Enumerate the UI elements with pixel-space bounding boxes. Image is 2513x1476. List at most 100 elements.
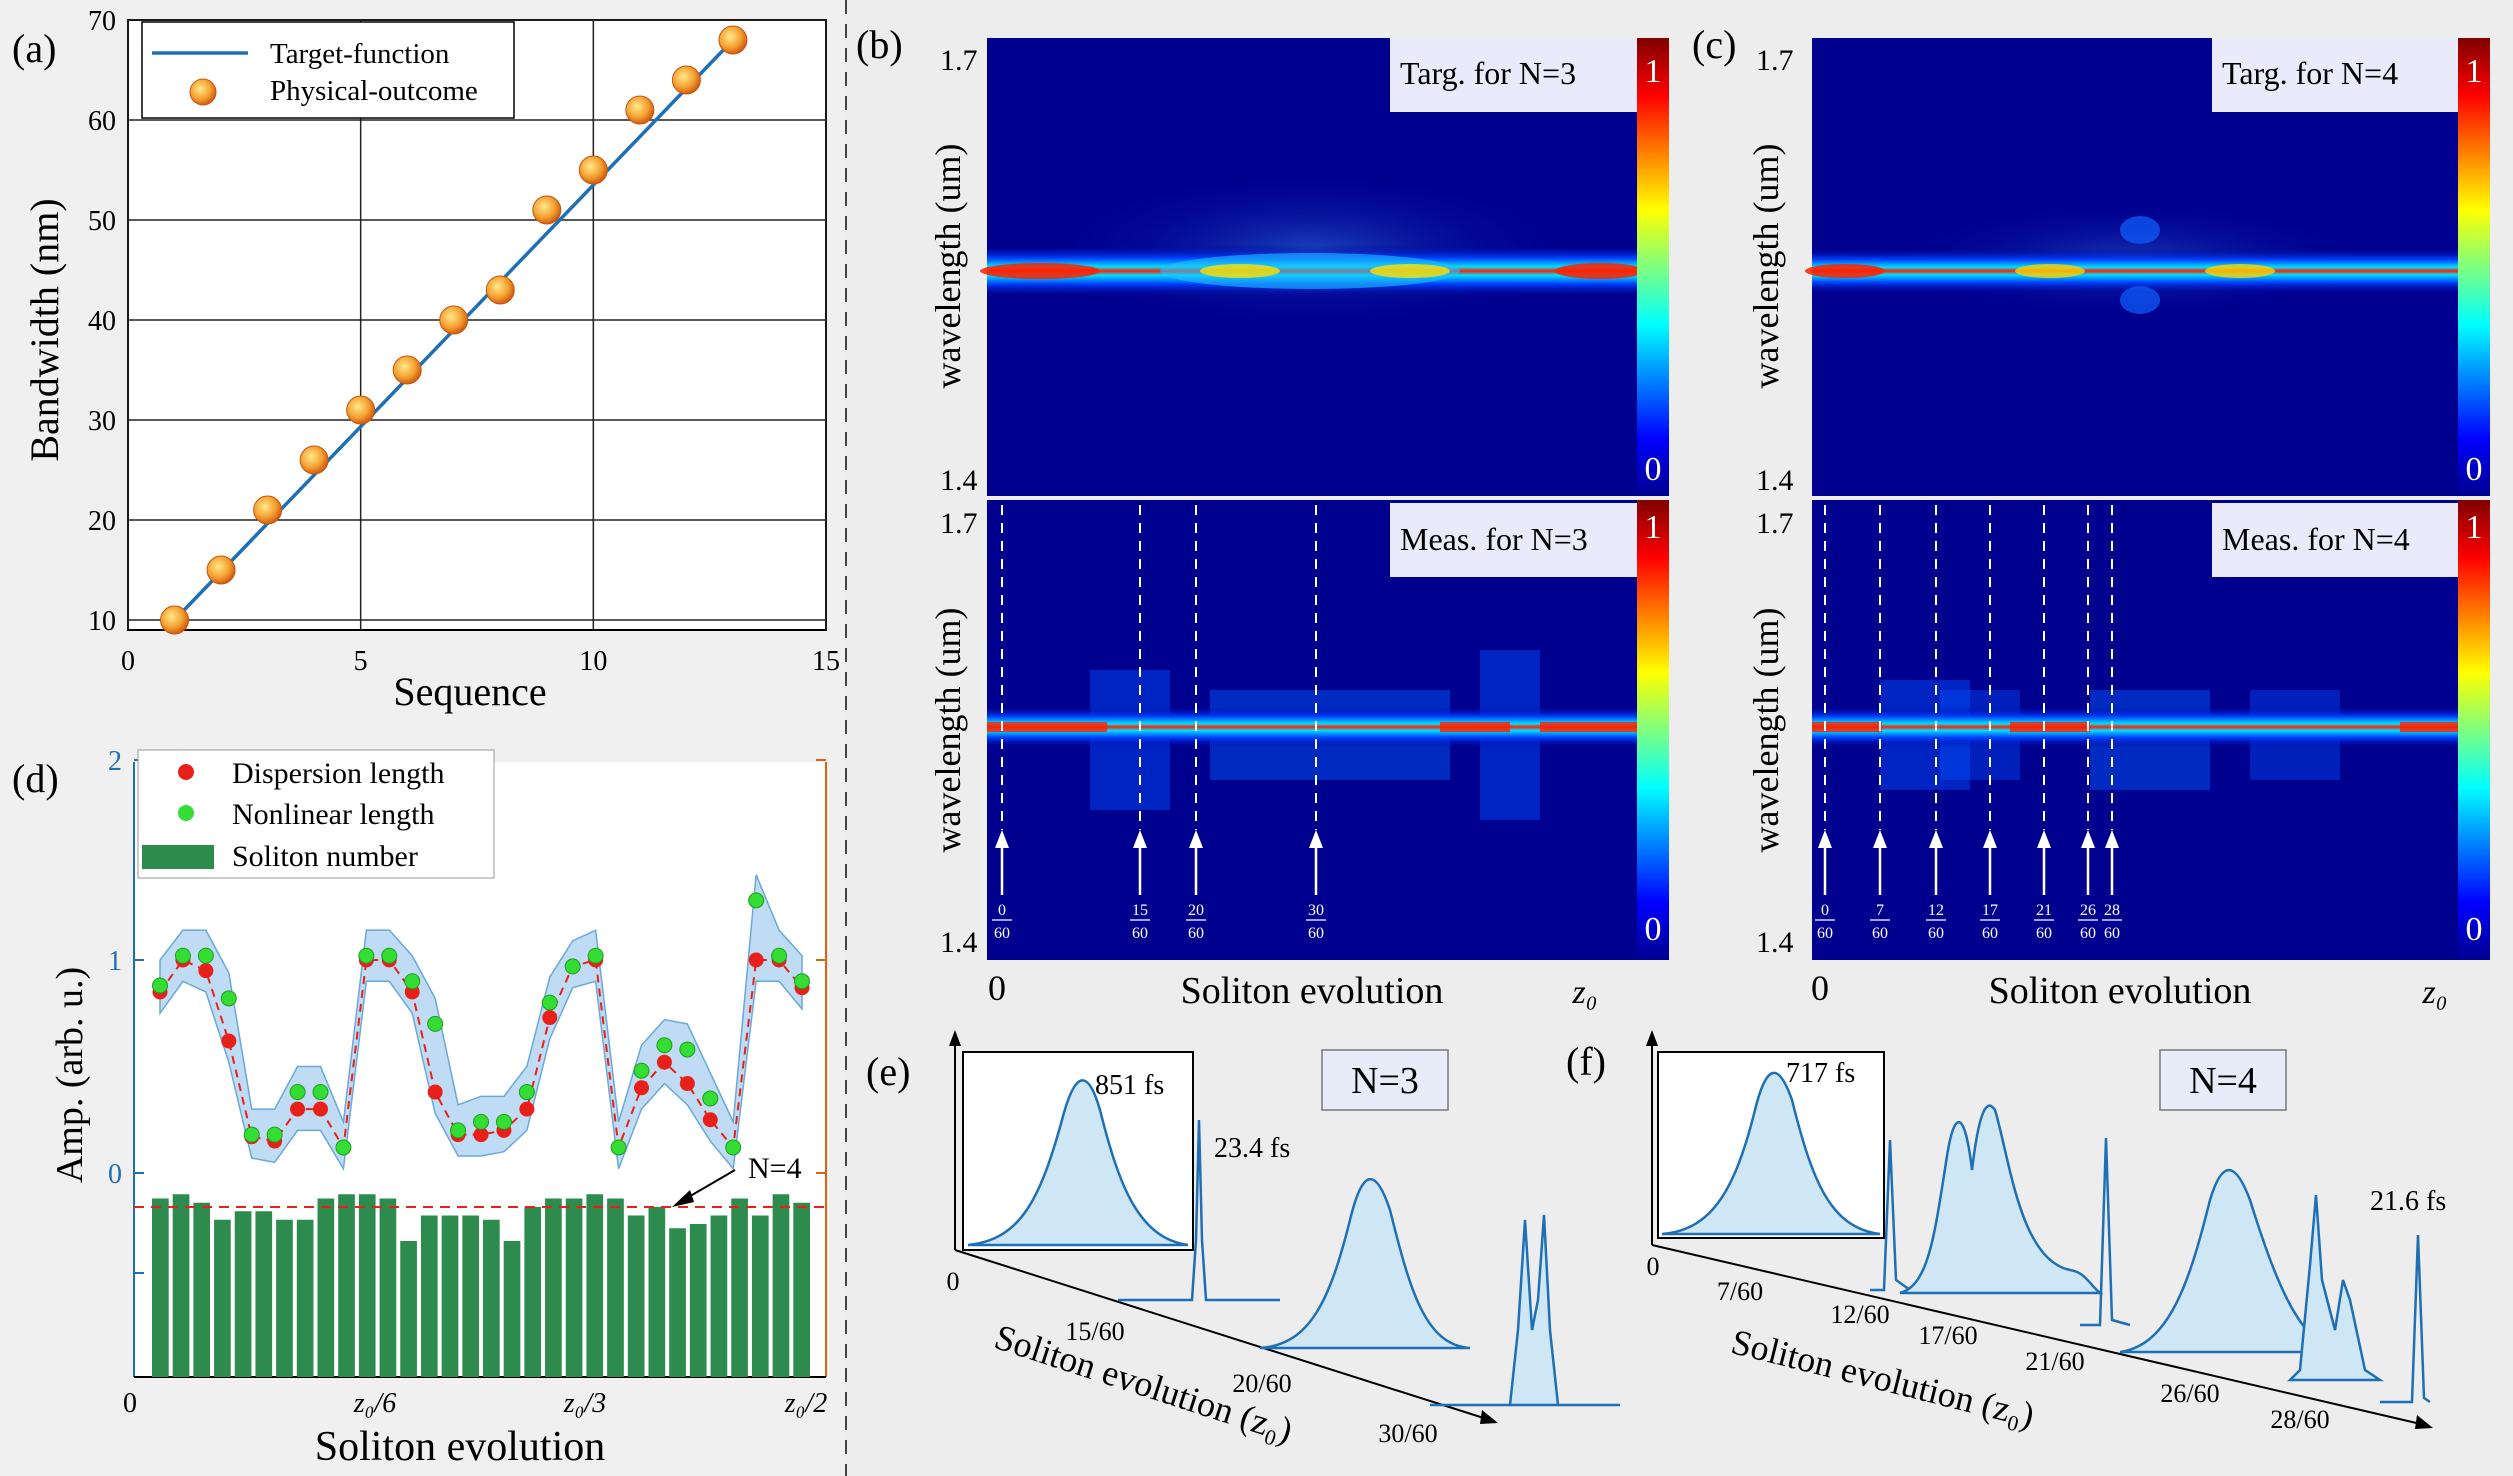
evolution-marker-arrowhead	[2037, 830, 2051, 848]
nonlinear-length-point	[656, 1037, 673, 1054]
soliton-number-bars	[152, 1194, 810, 1377]
compressed-pulse	[2380, 1234, 2431, 1404]
evolution-marker-denominator: 60	[994, 925, 1010, 942]
nonlinear-length-point	[289, 1084, 306, 1101]
xlabel: Soliton evolution	[1989, 970, 2252, 1012]
dispersion-length-point	[542, 1010, 558, 1026]
inset-duration-label: 851 fs	[1095, 1070, 1164, 1101]
evolution-marker-denominator: 60	[2036, 925, 2052, 942]
spectral-band	[1812, 706, 2458, 748]
xtick-label: z₀/3	[563, 1388, 606, 1419]
evolution-marker-arrowhead	[1133, 830, 1147, 848]
panel-d-legend: Dispersion length Nonlinear length Solit…	[137, 749, 495, 879]
evolution-marker-numerator: 0	[998, 902, 1006, 919]
panel-c: (c) Targ. for N=4 0 60 7 60 12 60 17 60 21 60 26 60…	[1692, 22, 2490, 1012]
spectral-peak	[2205, 264, 2275, 278]
legend-dispersion-label: Dispersion length	[232, 757, 444, 790]
inset-pulse	[1661, 1071, 1881, 1236]
dispersion-length-point	[702, 1112, 718, 1128]
physical-outcome-point	[392, 355, 422, 385]
evolution-tick-label: 0	[947, 1267, 960, 1296]
ytick-bottom: 1.4	[940, 926, 978, 959]
ylabel-top: wavelength (um)	[1746, 144, 1786, 389]
evolution-marker-numerator: 7	[1876, 902, 1884, 919]
evolution-tick-label: 15/60	[1065, 1317, 1124, 1346]
physical-outcome-point	[578, 155, 608, 185]
legend-dot-icon	[189, 78, 217, 106]
panel-a-xlabel: Sequence	[393, 669, 546, 714]
double-hump-pulse	[1899, 1104, 2104, 1295]
evolution-marker-arrowhead	[2105, 830, 2119, 848]
colorbar-top	[1637, 38, 1669, 496]
badge-box	[1321, 1049, 1449, 1111]
evolution-marker-numerator: 17	[1982, 902, 1998, 919]
physical-outcome-point	[625, 95, 655, 125]
evolution-tick-label: 30/60	[1378, 1419, 1437, 1448]
axis-arrowhead	[1646, 1030, 1658, 1046]
nonlinear-length-point	[633, 1062, 650, 1079]
soliton-number-bar	[441, 1215, 459, 1377]
panel-a-plot-area	[127, 19, 827, 631]
physical-outcome-point	[485, 275, 515, 305]
nonlinear-length-point	[427, 1015, 444, 1032]
panel-c-measured-heatmap: 0 60 7 60 12 60 17 60 21 60 26 60 28 60 Meas. for N=4	[1812, 500, 2458, 960]
nonlinear-length-point	[610, 1139, 627, 1156]
panel-b: (b) Targ. for N=3 0 60 15 60 20 60 30 60 Meas. …	[856, 22, 1669, 1012]
nonlinear-length-point	[381, 947, 398, 964]
panel-d-ticks: 0 1 2 0 z₀/6 z₀/3 z₀/2	[108, 746, 827, 1419]
ylabel-bottom: wavelength (um)	[928, 608, 968, 853]
spectral-peak	[1812, 722, 1882, 732]
ytick-top: 1.7	[1756, 44, 1794, 77]
evolution-marker-arrowhead	[2081, 830, 2095, 848]
cbar-min-label: 0	[2466, 451, 2483, 488]
axis-arrowhead	[2415, 1415, 2433, 1429]
xtick-label: 15	[812, 646, 840, 677]
panel-e-evolution-axis	[954, 1249, 1491, 1421]
soliton-number-bar	[462, 1215, 479, 1377]
cbar-max-label: 1	[2466, 509, 2483, 546]
panel-e-label: (e)	[866, 1049, 910, 1094]
nonlinear-length-point	[541, 994, 558, 1011]
evolution-marker-arrowhead	[1189, 830, 1203, 848]
nonlinear-length-point	[587, 947, 604, 964]
spectral-sidelobe	[2120, 286, 2160, 314]
evolution-marker-numerator: 28	[2104, 902, 2120, 919]
badge-box	[2159, 1049, 2287, 1111]
broad-pulse	[2119, 1168, 2341, 1354]
panel-f-label: (f)	[1566, 1039, 1606, 1084]
evolution-marker-numerator: 12	[1928, 902, 1944, 919]
physical-outcome-points	[160, 25, 748, 635]
evolution-marker-arrowhead	[995, 830, 1009, 848]
peak-duration-label: 23.4 fs	[1214, 1133, 1290, 1164]
ytick-label: 10	[88, 606, 116, 637]
panel-f: (f) N=4 717 fs 21.6 fs 0 7/60 12/60 17/60 21…	[1566, 1030, 2446, 1435]
nonlinear-length-point	[702, 1090, 719, 1107]
panel-b-markers: 0 60 15 60 20 60 30 60	[992, 505, 1326, 942]
ytick-label: 70	[88, 6, 116, 37]
panel-a-ylabel: Bandwidth (nm)	[22, 198, 67, 461]
legend-red-dot-icon	[178, 764, 194, 780]
xtick-start: 0	[1811, 968, 1829, 1008]
spectral-lobe	[1160, 253, 1460, 289]
nonlinear-length-point	[152, 977, 168, 994]
legend-soliton-label: Soliton number	[232, 840, 418, 873]
panel-a-grid	[127, 19, 827, 630]
compressed-pulse	[1118, 1119, 1280, 1302]
legend-physical-label: Physical-outcome	[270, 75, 478, 107]
physical-outcome-point	[439, 305, 469, 335]
panel-b-label: (b)	[856, 22, 903, 67]
colorbar-top	[2458, 38, 2490, 496]
physical-outcome-point	[671, 65, 701, 95]
soliton-number-bar	[214, 1219, 231, 1377]
soliton-number-bar	[545, 1198, 562, 1377]
cbar-max-label: 1	[2466, 53, 2483, 90]
cbar-max-label: 1	[1645, 509, 1662, 546]
evolution-tick-label: 20/60	[1232, 1369, 1291, 1398]
spectral-sidelobe	[2120, 216, 2160, 244]
ytick-label: 2	[108, 746, 122, 777]
split-pulse	[2286, 1194, 2385, 1382]
panel-e-badge: N=3	[1351, 1060, 1419, 1102]
evolution-marker-arrowhead	[1818, 830, 1832, 848]
ytick-label: 20	[88, 506, 116, 537]
